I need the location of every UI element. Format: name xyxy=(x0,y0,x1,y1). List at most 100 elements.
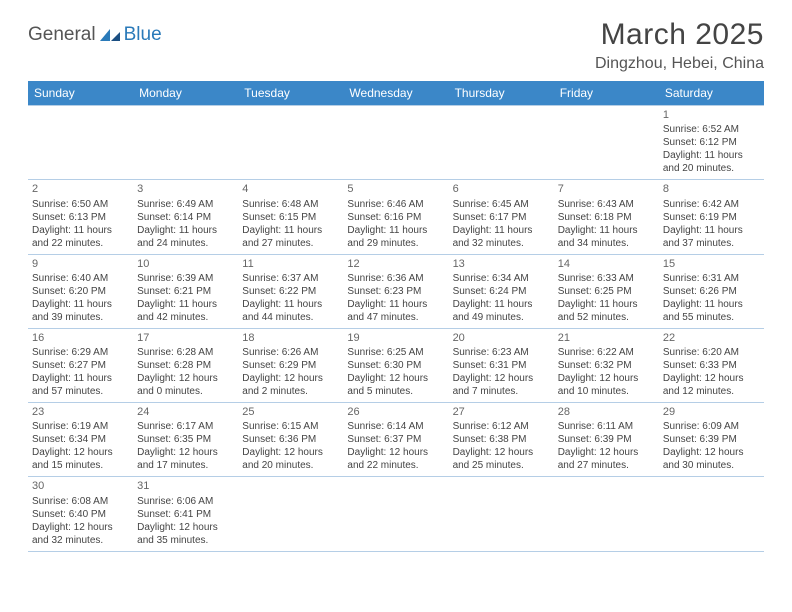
day-number: 9 xyxy=(32,257,129,271)
weekday-header: Friday xyxy=(554,81,659,106)
sunrise-text: Sunrise: 6:40 AM xyxy=(32,272,129,285)
calendar-day-cell xyxy=(449,106,554,180)
sunset-text: Sunset: 6:13 PM xyxy=(32,211,129,224)
sunset-text: Sunset: 6:27 PM xyxy=(32,359,129,372)
sunset-text: Sunset: 6:35 PM xyxy=(137,433,234,446)
daylight-text: Daylight: 12 hours and 27 minutes. xyxy=(558,446,655,472)
day-number: 21 xyxy=(558,331,655,345)
calendar-day-cell xyxy=(554,106,659,180)
weekday-header: Tuesday xyxy=(238,81,343,106)
daylight-text: Daylight: 11 hours and 37 minutes. xyxy=(663,224,760,250)
sunset-text: Sunset: 6:19 PM xyxy=(663,211,760,224)
daylight-text: Daylight: 12 hours and 20 minutes. xyxy=(242,446,339,472)
calendar-day-cell: 24Sunrise: 6:17 AMSunset: 6:35 PMDayligh… xyxy=(133,403,238,477)
daylight-text: Daylight: 12 hours and 5 minutes. xyxy=(347,372,444,398)
logo-text-general: General xyxy=(28,24,96,46)
calendar-week-row: 23Sunrise: 6:19 AMSunset: 6:34 PMDayligh… xyxy=(28,403,764,477)
weekday-header: Saturday xyxy=(659,81,764,106)
sunrise-text: Sunrise: 6:46 AM xyxy=(347,198,444,211)
day-number: 10 xyxy=(137,257,234,271)
sunrise-text: Sunrise: 6:45 AM xyxy=(453,198,550,211)
calendar-day-cell: 16Sunrise: 6:29 AMSunset: 6:27 PMDayligh… xyxy=(28,328,133,402)
daylight-text: Daylight: 12 hours and 12 minutes. xyxy=(663,372,760,398)
sunset-text: Sunset: 6:38 PM xyxy=(453,433,550,446)
sunset-text: Sunset: 6:15 PM xyxy=(242,211,339,224)
calendar-day-cell: 22Sunrise: 6:20 AMSunset: 6:33 PMDayligh… xyxy=(659,328,764,402)
daylight-text: Daylight: 11 hours and 57 minutes. xyxy=(32,372,129,398)
daylight-text: Daylight: 11 hours and 22 minutes. xyxy=(32,224,129,250)
sunrise-text: Sunrise: 6:17 AM xyxy=(137,420,234,433)
calendar-day-cell: 27Sunrise: 6:12 AMSunset: 6:38 PMDayligh… xyxy=(449,403,554,477)
day-number: 7 xyxy=(558,182,655,196)
daylight-text: Daylight: 12 hours and 2 minutes. xyxy=(242,372,339,398)
sunset-text: Sunset: 6:32 PM xyxy=(558,359,655,372)
sunrise-text: Sunrise: 6:42 AM xyxy=(663,198,760,211)
day-number: 22 xyxy=(663,331,760,345)
sunrise-text: Sunrise: 6:28 AM xyxy=(137,346,234,359)
day-number: 14 xyxy=(558,257,655,271)
daylight-text: Daylight: 12 hours and 15 minutes. xyxy=(32,446,129,472)
calendar-day-cell: 2Sunrise: 6:50 AMSunset: 6:13 PMDaylight… xyxy=(28,180,133,254)
calendar-day-cell: 1Sunrise: 6:52 AMSunset: 6:12 PMDaylight… xyxy=(659,106,764,180)
weekday-header: Thursday xyxy=(449,81,554,106)
sunrise-text: Sunrise: 6:50 AM xyxy=(32,198,129,211)
daylight-text: Daylight: 12 hours and 25 minutes. xyxy=(453,446,550,472)
sunrise-text: Sunrise: 6:08 AM xyxy=(32,495,129,508)
calendar-day-cell: 23Sunrise: 6:19 AMSunset: 6:34 PMDayligh… xyxy=(28,403,133,477)
sunset-text: Sunset: 6:22 PM xyxy=(242,285,339,298)
calendar-day-cell xyxy=(238,477,343,551)
day-number: 27 xyxy=(453,405,550,419)
day-number: 16 xyxy=(32,331,129,345)
calendar-day-cell: 5Sunrise: 6:46 AMSunset: 6:16 PMDaylight… xyxy=(343,180,448,254)
calendar-week-row: 2Sunrise: 6:50 AMSunset: 6:13 PMDaylight… xyxy=(28,180,764,254)
calendar-day-cell: 11Sunrise: 6:37 AMSunset: 6:22 PMDayligh… xyxy=(238,254,343,328)
sunrise-text: Sunrise: 6:43 AM xyxy=(558,198,655,211)
calendar-day-cell: 28Sunrise: 6:11 AMSunset: 6:39 PMDayligh… xyxy=(554,403,659,477)
day-number: 11 xyxy=(242,257,339,271)
header-bar: General Blue March 2025 Dingzhou, Hebei,… xyxy=(28,18,764,73)
daylight-text: Daylight: 11 hours and 44 minutes. xyxy=(242,298,339,324)
sunset-text: Sunset: 6:18 PM xyxy=(558,211,655,224)
location-label: Dingzhou, Hebei, China xyxy=(595,55,764,73)
sunrise-text: Sunrise: 6:09 AM xyxy=(663,420,760,433)
calendar-week-row: 1Sunrise: 6:52 AMSunset: 6:12 PMDaylight… xyxy=(28,106,764,180)
sunrise-text: Sunrise: 6:34 AM xyxy=(453,272,550,285)
day-number: 23 xyxy=(32,405,129,419)
sunset-text: Sunset: 6:40 PM xyxy=(32,508,129,521)
day-number: 29 xyxy=(663,405,760,419)
sunrise-text: Sunrise: 6:25 AM xyxy=(347,346,444,359)
calendar-day-cell: 15Sunrise: 6:31 AMSunset: 6:26 PMDayligh… xyxy=(659,254,764,328)
sunrise-text: Sunrise: 6:39 AM xyxy=(137,272,234,285)
sunset-text: Sunset: 6:25 PM xyxy=(558,285,655,298)
sunset-text: Sunset: 6:21 PM xyxy=(137,285,234,298)
day-number: 31 xyxy=(137,479,234,493)
day-number: 17 xyxy=(137,331,234,345)
day-number: 30 xyxy=(32,479,129,493)
sunset-text: Sunset: 6:29 PM xyxy=(242,359,339,372)
sunrise-text: Sunrise: 6:06 AM xyxy=(137,495,234,508)
sunset-text: Sunset: 6:14 PM xyxy=(137,211,234,224)
sunrise-text: Sunrise: 6:49 AM xyxy=(137,198,234,211)
daylight-text: Daylight: 12 hours and 22 minutes. xyxy=(347,446,444,472)
sunset-text: Sunset: 6:33 PM xyxy=(663,359,760,372)
sunset-text: Sunset: 6:16 PM xyxy=(347,211,444,224)
day-number: 26 xyxy=(347,405,444,419)
sunset-text: Sunset: 6:31 PM xyxy=(453,359,550,372)
calendar-day-cell: 19Sunrise: 6:25 AMSunset: 6:30 PMDayligh… xyxy=(343,328,448,402)
sunset-text: Sunset: 6:30 PM xyxy=(347,359,444,372)
sunset-text: Sunset: 6:36 PM xyxy=(242,433,339,446)
calendar-day-cell: 17Sunrise: 6:28 AMSunset: 6:28 PMDayligh… xyxy=(133,328,238,402)
calendar-day-cell xyxy=(659,477,764,551)
weekday-header: Sunday xyxy=(28,81,133,106)
day-number: 18 xyxy=(242,331,339,345)
daylight-text: Daylight: 11 hours and 47 minutes. xyxy=(347,298,444,324)
logo: General Blue xyxy=(28,18,162,46)
daylight-text: Daylight: 11 hours and 49 minutes. xyxy=(453,298,550,324)
sunrise-text: Sunrise: 6:23 AM xyxy=(453,346,550,359)
sunset-text: Sunset: 6:24 PM xyxy=(453,285,550,298)
calendar-day-cell: 3Sunrise: 6:49 AMSunset: 6:14 PMDaylight… xyxy=(133,180,238,254)
day-number: 24 xyxy=(137,405,234,419)
calendar-day-cell xyxy=(554,477,659,551)
day-number: 13 xyxy=(453,257,550,271)
daylight-text: Daylight: 12 hours and 17 minutes. xyxy=(137,446,234,472)
